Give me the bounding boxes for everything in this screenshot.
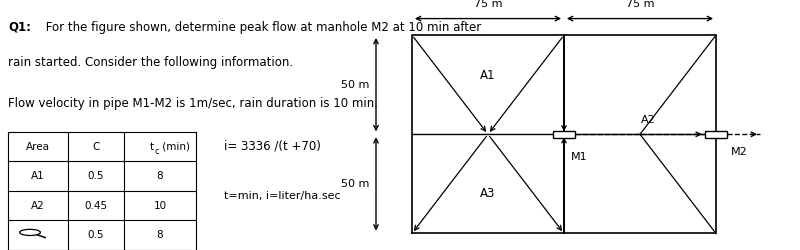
Text: 8: 8 [157, 230, 163, 240]
Text: Q1:: Q1: [8, 21, 31, 34]
Text: A1: A1 [31, 171, 45, 181]
Text: 0.45: 0.45 [85, 201, 107, 211]
Text: i= 3336 /(t +70): i= 3336 /(t +70) [224, 139, 321, 152]
Text: Flow velocity in pipe M1-M2 is 1m/sec, rain duration is 10 min.: Flow velocity in pipe M1-M2 is 1m/sec, r… [8, 96, 378, 110]
Text: (min): (min) [159, 142, 190, 152]
Text: c: c [154, 148, 159, 156]
Text: A1: A1 [480, 69, 496, 82]
Text: 10: 10 [154, 201, 166, 211]
Text: A2: A2 [31, 201, 45, 211]
Text: Area: Area [26, 142, 50, 152]
Text: 0.5: 0.5 [88, 171, 104, 181]
Text: C: C [92, 142, 100, 152]
Text: M1: M1 [570, 152, 587, 162]
Text: rain started. Consider the following information.: rain started. Consider the following inf… [8, 56, 293, 69]
Text: 8: 8 [157, 171, 163, 181]
Text: t: t [150, 142, 154, 152]
Text: 50 m: 50 m [342, 179, 370, 189]
Text: A3: A3 [480, 187, 496, 200]
Text: 50 m: 50 m [342, 80, 370, 90]
Bar [553, 131, 575, 138]
Bar [705, 131, 727, 138]
Text: 75 m: 75 m [474, 0, 502, 9]
Text: A2: A2 [641, 115, 655, 125]
Text: t=min, i=liter/ha.sec: t=min, i=liter/ha.sec [224, 191, 341, 201]
Text: M2: M2 [730, 147, 747, 157]
Text: 0.5: 0.5 [88, 230, 104, 240]
Text: For the figure shown, determine peak flow at manhole M2 at 10 min after: For the figure shown, determine peak flo… [42, 21, 481, 34]
Text: 75 m: 75 m [626, 0, 654, 9]
